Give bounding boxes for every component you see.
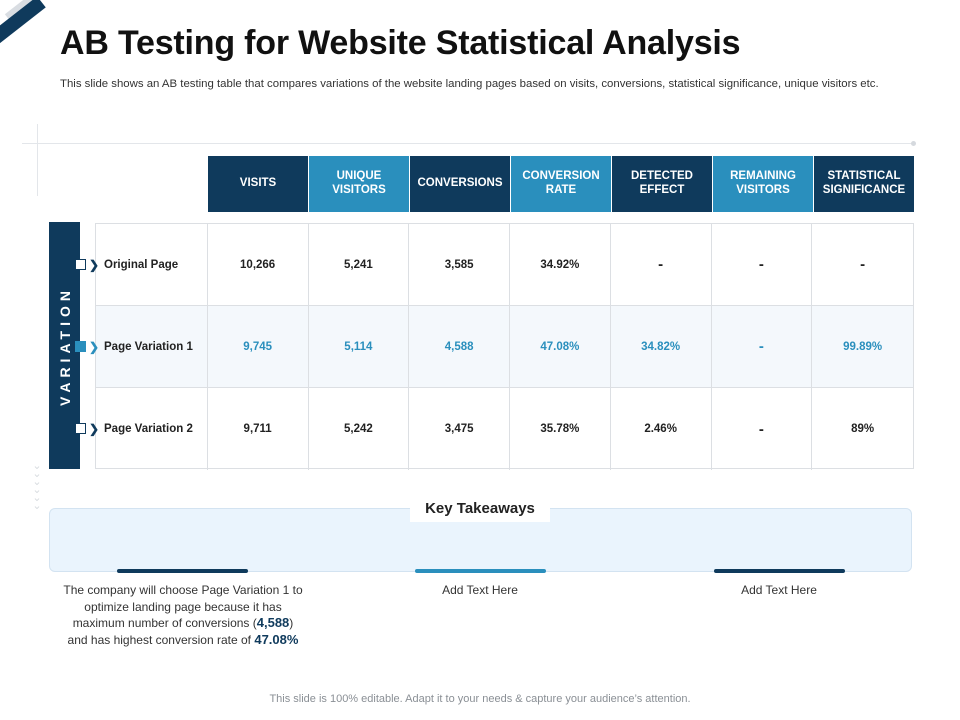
table-row: Original Page 10,266 5,241 3,585 34.92% … [96,224,913,306]
variation-bar: VARIATION [49,222,80,469]
header-unique-visitors: UNIQUE VISITORS [309,156,410,212]
row-label: Original Page [96,224,208,305]
header-statistical-significance: STATISTICAL SIGNIFICANCE [814,156,915,212]
header-conversions: CONVERSIONS [410,156,511,212]
chevron-right-icon: ❯ [89,258,100,272]
takeaway-text-3: Add Text Here [741,583,817,597]
table-cell: 34.82% [611,306,712,387]
conversion-rate-value: 47.08% [254,631,299,647]
row-marker-square [75,259,86,270]
row-marker-square [75,423,86,434]
takeaway-accent-bar [714,569,845,573]
page-subtitle: This slide shows an AB testing table tha… [60,78,879,90]
row-label: Page Variation 1 [96,306,208,387]
takeaway-text-2: Add Text Here [442,583,518,597]
table-cell: 5,242 [309,388,410,470]
guide-line-vertical [37,124,38,196]
table-cell: 9,745 [208,306,309,387]
guide-line-dot [911,141,916,146]
takeaway-text-1: The company will choose Page Variation 1… [63,583,303,647]
table-cell: 10,266 [208,224,309,305]
header-conversion-rate: CONVERSION RATE [511,156,612,212]
table-cell: 35.78% [510,388,611,470]
table-row-highlighted: Page Variation 1 9,745 5,114 4,588 47.08… [96,306,913,388]
page-title: AB Testing for Website Statistical Analy… [60,24,741,62]
chevron-right-icon: ❯ [89,340,100,354]
table-cell: 47.08% [510,306,611,387]
corner-accent-dark [0,0,46,46]
table-cell: 89% [851,423,875,435]
table-cell: - [712,306,813,387]
footer-note: This slide is 100% editable. Adapt it to… [269,693,691,705]
table-cell: 99.89% [843,340,883,353]
table-cell: - [712,224,813,305]
chevron-right-icon: ❯ [89,422,100,436]
table-cell: 5,241 [309,224,410,305]
header-remaining-visitors: REMAINING VISITORS [713,156,814,212]
row-marker-square-highlighted [75,341,86,352]
table-row: Page Variation 2 9,711 5,242 3,475 35.78… [96,388,913,470]
table-cell: 9,711 [208,388,309,470]
table-cell: 2.46% [611,388,712,470]
header-detected-effect: DETECTED EFFECT [612,156,713,212]
guide-line-horizontal [22,143,914,144]
table-cell: - [712,388,813,470]
table-cell: 4,588 [409,306,510,387]
conversions-value: 4,588 [256,615,290,630]
table-cell: - [860,256,866,273]
takeaways-title: Key Takeaways [410,494,550,522]
header-visits: VISITS [208,156,309,212]
table-cell: 34.92% [510,224,611,305]
takeaway-accent-bar [117,569,248,573]
variation-label: VARIATION [56,285,73,406]
takeaway-accent-bar [415,569,546,573]
table-cell: 3,585 [409,224,510,305]
row-label: Page Variation 2 [96,388,208,470]
data-table: Original Page 10,266 5,241 3,585 34.92% … [95,223,914,470]
table-cell: - [611,224,712,305]
table-cell: 5,114 [309,306,410,387]
table-header: VISITS UNIQUE VISITORS CONVERSIONS CONVE… [208,156,915,212]
chevron-down-decoration-icon: ⌄ ⌄ ⌄ ⌄ ⌄ ⌄ [32,460,42,512]
table-cell: 3,475 [409,388,510,470]
